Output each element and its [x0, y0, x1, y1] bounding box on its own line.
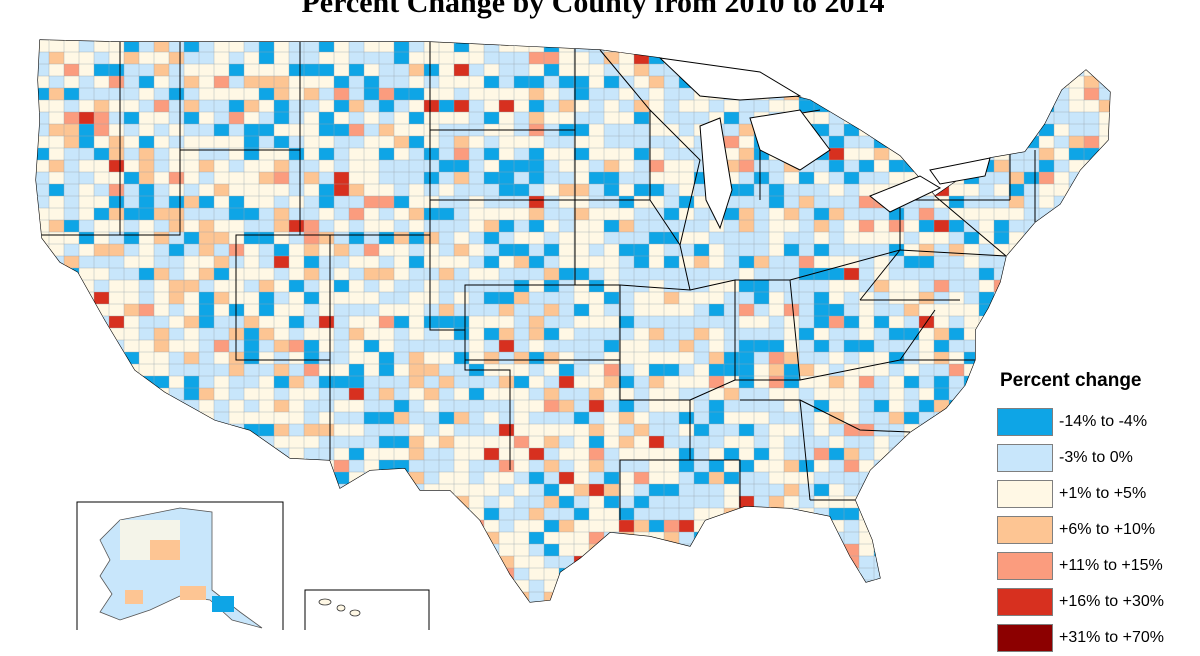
legend-swatch: [997, 516, 1053, 544]
alaska-inset: [76, 501, 284, 630]
map-title: Percent Change by County from 2010 to 20…: [301, 0, 885, 19]
legend-label: +6% to +10%: [1059, 521, 1156, 538]
legend: Percent change -14% to -4% -3% to 0% +1% t…: [992, 370, 1192, 656]
legend-item: +1% to +5%: [992, 476, 1192, 512]
legend-swatch: [997, 408, 1053, 436]
legend-label: +1% to +5%: [1059, 485, 1147, 502]
legend-item: +16% to +30%: [992, 584, 1192, 620]
choropleth-map: [35, 39, 1111, 630]
legend-item: +11% to +15%: [992, 548, 1192, 584]
legend-swatch: [997, 444, 1053, 472]
legend-item: -14% to -4%: [992, 404, 1192, 440]
great-lakes: [658, 57, 991, 230]
legend-title: Percent change: [1000, 370, 1142, 391]
legend-label: -14% to -4%: [1059, 413, 1148, 430]
legend-label: +16% to +30%: [1059, 593, 1164, 610]
legend-swatch: [997, 552, 1053, 580]
legend-label: +11% to +15%: [1059, 557, 1163, 574]
legend-label: -3% to 0%: [1059, 449, 1133, 466]
legend-swatch: [997, 480, 1053, 508]
legend-item: -3% to 0%: [992, 440, 1192, 476]
legend-item: +6% to +10%: [992, 512, 1192, 548]
hawaii-inset: [304, 589, 430, 630]
legend-swatch: [997, 588, 1053, 616]
legend-label: +31% to +70%: [1059, 629, 1164, 646]
legend-swatch: [997, 624, 1053, 652]
legend-item: +31% to +70%: [992, 620, 1192, 656]
